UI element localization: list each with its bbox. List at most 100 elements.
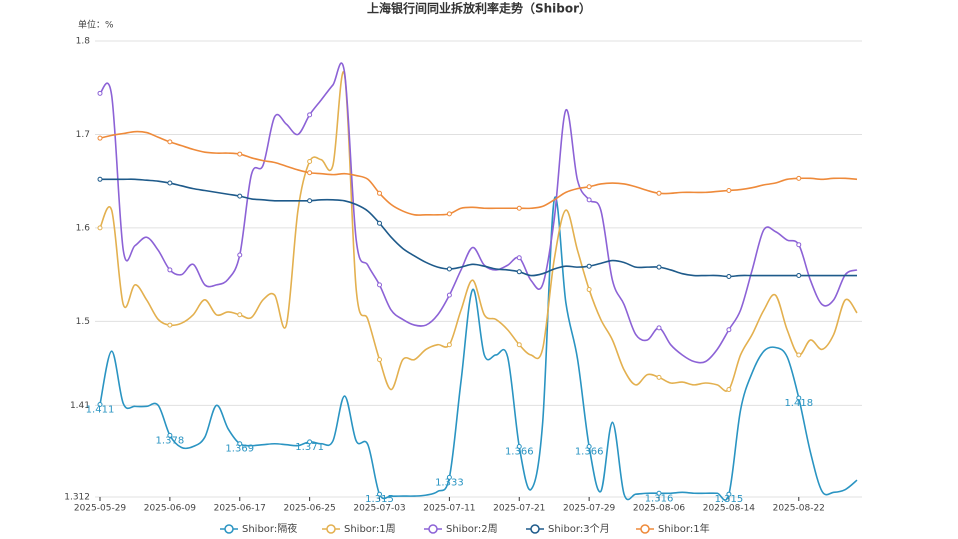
point-marker <box>586 444 592 450</box>
point-marker <box>377 282 383 288</box>
legend-label: Shibor:1周 <box>344 523 396 535</box>
x-tick-label: 2025-06-25 <box>283 504 335 514</box>
x-tick-label: 2025-07-11 <box>423 504 475 514</box>
point-marker <box>97 225 103 231</box>
data-label: 1.378 <box>156 435 185 446</box>
data-label: 1.366 <box>505 447 534 458</box>
point-marker <box>237 252 243 258</box>
y-tick-label: 1.6 <box>76 223 91 233</box>
point-marker <box>656 325 662 331</box>
series: 1.411 1.378 1.369 1.371 1.315 1.333 1.366 1.366… <box>86 196 858 505</box>
point-marker <box>516 205 522 211</box>
point-marker <box>377 190 383 196</box>
data-label: 1.418 <box>784 398 813 409</box>
point-marker <box>796 395 802 401</box>
legend-label: Shibor:2周 <box>446 523 498 535</box>
point-marker <box>446 266 452 272</box>
point-marker <box>167 432 173 438</box>
point-marker <box>516 342 522 348</box>
point-marker <box>796 352 802 358</box>
point-marker <box>307 112 313 118</box>
y-tick-label: 1.7 <box>76 130 90 140</box>
point-marker <box>307 198 313 204</box>
data-label: 1.411 <box>86 404 115 415</box>
point-marker <box>726 387 732 393</box>
point-marker <box>726 327 732 333</box>
point-marker <box>726 188 732 194</box>
point-marker <box>656 264 662 270</box>
point-marker <box>446 342 452 348</box>
y-tick-label: 1.5 <box>76 317 90 327</box>
y-tick-label: 1.312 <box>64 493 90 503</box>
x-tick-label: 2025-06-09 <box>144 504 197 514</box>
point-marker <box>307 439 313 445</box>
point-marker <box>446 292 452 298</box>
x-tick-label: 2025-07-21 <box>493 504 545 514</box>
point-marker <box>726 273 732 279</box>
series <box>97 71 858 393</box>
data-label: 1.369 <box>225 444 254 455</box>
point-marker <box>237 151 243 157</box>
point-marker <box>377 220 383 226</box>
legend-label: Shibor:隔夜 <box>242 522 297 535</box>
point-marker <box>97 176 103 182</box>
legend-marker <box>428 524 438 534</box>
legend-marker <box>224 524 234 534</box>
legend-label: Shibor:1年 <box>658 522 710 535</box>
point-marker <box>726 491 732 497</box>
point-marker <box>97 401 103 407</box>
point-marker <box>586 184 592 190</box>
x-tick-label: 2025-08-14 <box>703 504 756 514</box>
point-marker <box>656 490 662 496</box>
point-marker <box>377 491 383 497</box>
point-marker <box>796 242 802 248</box>
legend-marker <box>640 524 650 534</box>
point-marker <box>167 267 173 273</box>
x-tick-label: 2025-07-29 <box>563 504 616 514</box>
point-marker <box>237 193 243 199</box>
point-marker <box>377 357 383 363</box>
series <box>97 62 858 364</box>
point-marker <box>167 180 173 186</box>
point-marker <box>796 175 802 181</box>
point-marker <box>237 441 243 447</box>
series <box>97 176 857 279</box>
series <box>97 130 858 217</box>
point-marker <box>516 255 522 261</box>
point-marker <box>516 269 522 275</box>
y-tick-label: 1.8 <box>76 37 91 47</box>
point-marker <box>167 322 173 328</box>
x-tick-label: 2025-05-29 <box>74 504 127 514</box>
data-label: 1.315 <box>715 494 744 505</box>
point-marker <box>516 444 522 450</box>
point-marker <box>307 159 313 165</box>
legend-label: Shibor:3个月 <box>548 523 610 535</box>
x-tick-label: 2025-06-17 <box>214 504 266 514</box>
point-marker <box>97 135 103 141</box>
y-unit-label: 单位：% <box>78 19 114 31</box>
x-tick-label: 2025-08-06 <box>633 504 686 514</box>
point-marker <box>796 273 802 279</box>
point-marker <box>586 197 592 203</box>
x-tick-label: 2025-08-22 <box>773 504 825 514</box>
data-label: 1.316 <box>645 493 674 504</box>
point-marker <box>167 139 173 145</box>
legend-marker <box>326 524 336 534</box>
x-tick-label: 2025-07-03 <box>353 504 405 514</box>
series-line <box>99 130 858 216</box>
chart-title: 上海银行间同业拆放利率走势（Shibor） <box>367 1 591 16</box>
data-label: 1.333 <box>435 477 464 488</box>
point-marker <box>446 211 452 217</box>
point-marker <box>97 90 103 96</box>
point-marker <box>586 287 592 293</box>
point-marker <box>446 474 452 480</box>
point-marker <box>656 374 662 380</box>
legend-marker <box>530 524 540 534</box>
point-marker <box>586 263 592 269</box>
point-marker <box>656 190 662 196</box>
series-line <box>99 71 858 392</box>
y-tick-label: 1.41 <box>70 401 90 411</box>
point-marker <box>307 170 313 176</box>
